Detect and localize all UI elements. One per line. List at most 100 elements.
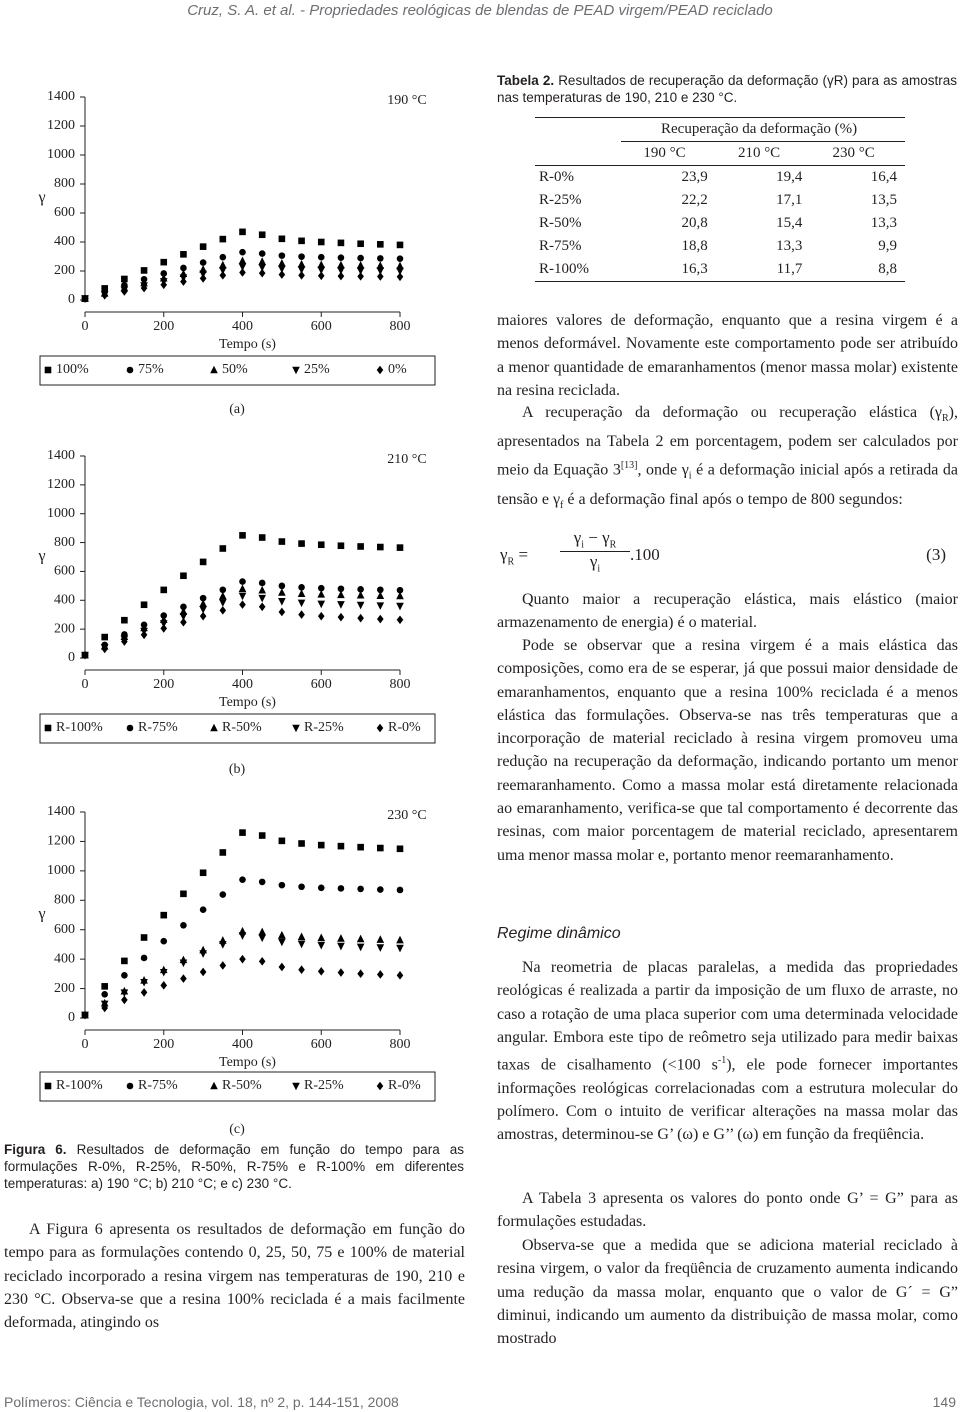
paragraph: Na reometria de placas paralelas, a medi…	[497, 956, 958, 1147]
data-point	[121, 275, 128, 283]
legend-label: R-25%	[304, 720, 344, 735]
fraction: γi − γR γi	[560, 528, 630, 575]
paragraph: Pode se observar que a resina virgem é a…	[497, 637, 958, 864]
text: Na reometria de placas paralelas, a medi…	[497, 959, 958, 1074]
data-point	[278, 235, 286, 243]
data-point	[376, 935, 385, 943]
data-point	[121, 972, 128, 979]
data-point	[337, 260, 345, 269]
data-point	[140, 978, 148, 987]
data-point	[356, 601, 365, 610]
y-tick-label: 1400	[47, 804, 75, 819]
x-tick-label: 600	[311, 1037, 332, 1052]
data-point	[101, 1003, 108, 1013]
data-point	[101, 991, 108, 998]
data-point	[160, 280, 168, 290]
x-tick-label: 800	[390, 1037, 411, 1052]
table-row: Recuperação da deformação (%)	[535, 117, 905, 142]
data-point	[219, 606, 227, 615]
legend-box	[39, 355, 436, 386]
y-tick-label: 1000	[47, 506, 75, 521]
y-axis-label: γ	[37, 548, 45, 565]
x-axis-label: Tempo (s)	[219, 1055, 276, 1070]
data-point	[140, 267, 148, 274]
symbol: γ	[589, 552, 598, 572]
data-point	[297, 599, 306, 608]
x-tick-label: 200	[153, 1037, 174, 1052]
data-point	[219, 235, 227, 243]
data-point	[337, 968, 345, 977]
data-point	[238, 932, 247, 940]
data-point	[81, 1010, 89, 1020]
text: ), apresentados na Tabela 2 em porcentag…	[497, 404, 958, 479]
y-tick-label: 0	[68, 292, 75, 307]
data-point	[258, 257, 266, 265]
data-point	[219, 586, 227, 594]
data-point	[396, 241, 404, 249]
y-tick-label: 1400	[47, 448, 75, 463]
data-point	[159, 620, 168, 628]
data-point	[199, 950, 207, 958]
legend-marker	[292, 366, 300, 375]
row-header: R-100%	[539, 261, 589, 277]
data-point	[258, 594, 266, 603]
row-header: R-0%	[539, 169, 574, 185]
y-tick-label: 1200	[47, 477, 75, 492]
data-point	[357, 543, 364, 550]
data-point	[199, 599, 207, 608]
legend-marker	[210, 1081, 218, 1090]
subscript: i	[597, 563, 601, 575]
legend-marker	[44, 724, 52, 732]
subscript: R	[507, 556, 515, 568]
data-point	[258, 957, 266, 966]
data-point	[278, 582, 286, 590]
data-point	[377, 614, 384, 624]
data-point	[180, 617, 187, 627]
y-axis-label: γ	[37, 906, 45, 923]
paragraph: A Tabela 3 apresenta os valores do ponto…	[497, 1190, 958, 1231]
legend-marker	[126, 366, 134, 374]
legend-label: 0%	[388, 362, 407, 377]
legend-label: R-100%	[56, 720, 103, 735]
legend-marker	[210, 365, 218, 374]
data-point	[199, 611, 207, 621]
paragraph: Observa-se que a medida que se adiciona …	[497, 1237, 958, 1348]
cell: 16,3	[681, 261, 708, 277]
data-point	[219, 891, 227, 898]
cell: 15,4	[776, 215, 803, 231]
legend-marker	[44, 366, 52, 374]
data-point	[160, 258, 168, 266]
subscript: R	[609, 539, 617, 551]
y-tick-label: 0	[68, 650, 75, 665]
cell: 17,1	[776, 192, 803, 208]
data-point	[140, 988, 148, 997]
row-header: R-50%	[539, 215, 582, 231]
cell: 18,8	[681, 238, 708, 254]
legend-label: 75%	[138, 362, 164, 377]
data-point	[396, 586, 404, 594]
subscript: i	[581, 539, 584, 551]
legend-marker	[292, 1082, 300, 1091]
data-point	[298, 584, 305, 591]
cell: 13,3	[870, 215, 897, 231]
data-point	[357, 969, 364, 979]
x-axis-label: Tempo (s)	[219, 337, 276, 352]
data-point	[376, 267, 385, 276]
data-point	[396, 615, 404, 625]
x-tick-label: 0	[82, 319, 89, 334]
panel-label: (a)	[229, 402, 245, 417]
superscript: [13]	[620, 459, 638, 471]
data-point	[337, 934, 345, 942]
data-point	[298, 253, 305, 260]
cell: 8,8	[878, 261, 897, 277]
legend-label: R-100%	[56, 1078, 103, 1093]
equation: γR = γi − γR γi .100 (3)	[500, 528, 958, 584]
data-point	[337, 266, 345, 275]
data-point	[278, 259, 286, 267]
data-point	[180, 974, 187, 983]
superscript: -1	[717, 1055, 727, 1067]
data-point	[180, 572, 187, 580]
y-tick-label: 600	[54, 205, 75, 220]
data-point	[179, 959, 188, 968]
data-point	[180, 603, 187, 611]
